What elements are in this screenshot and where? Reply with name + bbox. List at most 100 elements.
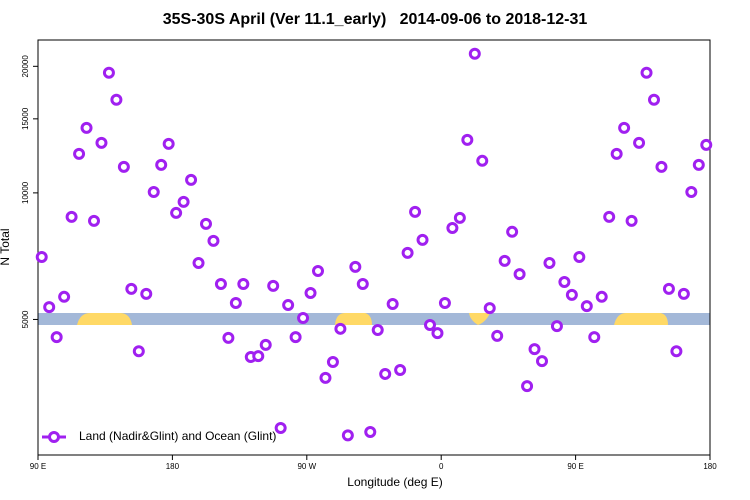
point	[438, 297, 451, 310]
point	[341, 429, 354, 442]
land-ocean-strip	[38, 313, 710, 325]
point	[625, 214, 638, 227]
y-tick-label: 20000	[21, 55, 30, 78]
x-tick-label: 180	[166, 462, 180, 471]
point	[177, 195, 190, 208]
legend-label: Land (Nadir&Glint) and Ocean (Glint)	[79, 429, 276, 443]
point	[670, 345, 683, 358]
y-tick-label: 15000	[21, 107, 30, 130]
point	[491, 329, 504, 342]
point	[147, 185, 160, 198]
point	[692, 158, 705, 171]
point	[274, 421, 287, 434]
point	[155, 158, 168, 171]
point	[170, 206, 183, 219]
point	[431, 327, 444, 340]
point	[461, 133, 474, 146]
point	[521, 380, 534, 393]
y-tick-label: 10000	[21, 181, 30, 204]
point	[50, 331, 63, 344]
point	[125, 282, 138, 295]
point	[603, 210, 616, 223]
point	[394, 364, 407, 377]
y-axis-label: N Total	[0, 228, 12, 265]
point	[289, 331, 302, 344]
point	[192, 257, 205, 270]
point	[543, 257, 556, 270]
point	[222, 331, 235, 344]
point	[229, 297, 242, 310]
point	[200, 217, 212, 230]
point	[267, 279, 280, 292]
land	[614, 313, 668, 325]
point	[312, 264, 324, 277]
point	[214, 278, 227, 291]
point	[58, 290, 71, 303]
point	[207, 234, 220, 247]
point	[595, 290, 608, 303]
point	[35, 250, 48, 263]
point	[252, 350, 265, 363]
point	[468, 47, 481, 60]
point	[43, 301, 56, 314]
point	[498, 254, 511, 267]
chart-title: 35S-30S April (Ver 11.1_early) 2014-09-0…	[163, 11, 588, 28]
point	[513, 268, 526, 281]
point	[259, 338, 272, 351]
x-tick-label: 90 W	[297, 462, 316, 471]
point	[446, 222, 459, 235]
point	[588, 331, 601, 344]
point	[95, 136, 108, 149]
point	[424, 319, 436, 332]
point	[364, 425, 377, 438]
point	[73, 147, 86, 160]
point	[416, 233, 429, 246]
point	[565, 288, 578, 301]
point	[550, 320, 563, 333]
point	[162, 137, 175, 150]
x-axis-label: Longitude (deg E)	[347, 475, 442, 489]
land	[77, 313, 132, 325]
point	[610, 147, 623, 160]
ocean-band	[38, 313, 710, 325]
point	[409, 205, 422, 218]
point	[356, 278, 369, 291]
point	[379, 367, 392, 380]
land	[469, 313, 490, 325]
point	[349, 260, 362, 273]
point	[110, 93, 123, 106]
point	[65, 210, 78, 223]
point	[304, 286, 317, 299]
point	[655, 160, 668, 173]
point	[453, 211, 466, 224]
point	[117, 160, 130, 173]
point	[648, 93, 660, 106]
x-tick-label: 0	[439, 462, 444, 471]
point	[326, 356, 339, 369]
x-tick-label: 180	[703, 462, 717, 471]
point	[132, 345, 145, 358]
point	[580, 300, 593, 313]
point	[102, 66, 115, 79]
point	[88, 214, 100, 227]
point	[700, 138, 713, 151]
x-tick-label: 90 E	[567, 462, 583, 471]
point	[573, 250, 586, 263]
point	[483, 302, 496, 315]
point	[662, 282, 675, 295]
point	[386, 298, 399, 311]
point	[237, 278, 250, 291]
point	[618, 121, 631, 134]
point	[282, 299, 295, 312]
point	[401, 246, 414, 259]
point	[677, 287, 690, 300]
point	[371, 323, 384, 336]
point	[80, 121, 93, 134]
point	[297, 311, 310, 324]
point	[640, 66, 653, 79]
point	[506, 225, 519, 238]
point	[558, 275, 571, 288]
point	[476, 154, 489, 167]
y-tick-label: 5000	[21, 310, 30, 328]
